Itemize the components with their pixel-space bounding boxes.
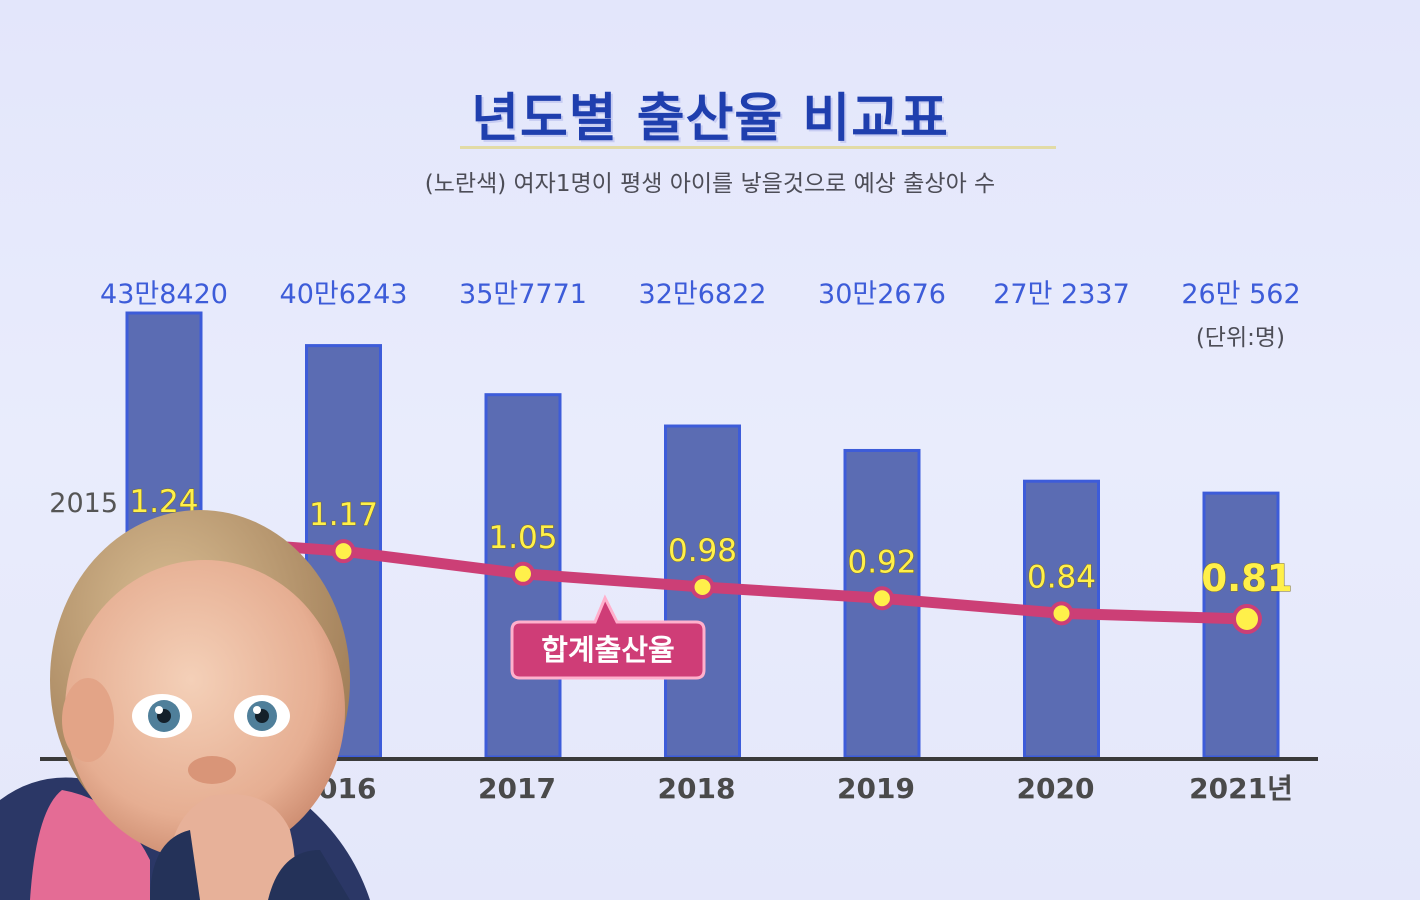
rate-point-2016: [331, 539, 356, 564]
rate-label-2017: 1.05: [488, 520, 557, 556]
fertility-labels-group: 1.24 1.17 1.05 0.98 0.92 0.84 0.81: [129, 484, 1293, 601]
year-label-2016: 2016: [299, 772, 377, 805]
rate-point-2020: [1049, 601, 1074, 626]
year-label-2015: 2015: [49, 488, 118, 519]
year-label-2021: 2021년: [1189, 772, 1293, 805]
rate-point-2021: [1232, 604, 1262, 634]
births-label-2020: 27만 2337: [993, 279, 1130, 310]
births-label-2015: 43만8420: [100, 279, 228, 310]
rate-label-2020: 0.84: [1027, 559, 1096, 595]
births-label-2019: 30만2676: [818, 279, 946, 310]
births-label-2021: 26만 562: [1181, 279, 1300, 310]
year-label-2020: 2020: [1017, 772, 1095, 805]
year-label-2019: 2019: [837, 772, 915, 805]
unit-note: (단위:명): [1195, 325, 1285, 351]
callout-label: 합계출산율: [541, 633, 674, 667]
year-label-2018: 2018: [658, 772, 736, 805]
rate-label-2018: 0.98: [668, 533, 737, 569]
births-label-2018: 32만6822: [639, 279, 767, 310]
births-labels-group: 43만8420 40만6243 35만7771 32만6822 30만2676 27만 2…: [100, 279, 1301, 310]
rate-point-2018: [690, 574, 715, 599]
births-label-2017: 35만7771: [459, 279, 587, 310]
chart-title: 년도별 출산율 비교표: [471, 89, 949, 149]
rate-label-2021: 0.81: [1201, 557, 1292, 600]
births-label-2016: 40만6243: [280, 279, 408, 310]
rate-callout: 합계출산율: [510, 594, 706, 680]
rate-point-2015: [152, 526, 176, 550]
rate-label-2019: 0.92: [847, 544, 916, 580]
title-underline: [460, 146, 1056, 149]
rate-point-2017: [511, 561, 535, 586]
year-label-2017: 2017: [478, 772, 556, 805]
callout-bubble: [510, 594, 706, 680]
chart-subtitle: (노란색) 여자1명이 평생 아이를 낳을것으로 예상 출상아 수: [424, 171, 996, 197]
rate-point-2019: [870, 586, 894, 611]
rate-label-2016: 1.17: [309, 497, 378, 533]
rate-label-2015: 1.24: [129, 484, 198, 520]
